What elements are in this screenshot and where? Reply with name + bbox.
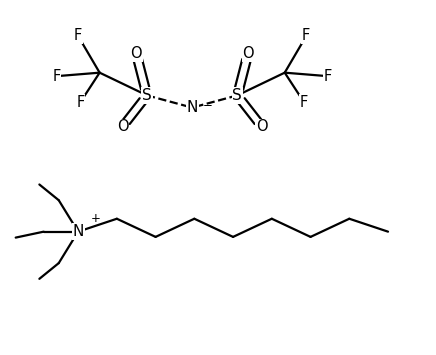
Text: O: O (242, 46, 254, 61)
Text: O: O (256, 119, 268, 134)
Text: F: F (300, 95, 308, 110)
Text: F: F (302, 28, 310, 43)
Text: S: S (142, 88, 152, 103)
Text: N: N (187, 100, 198, 115)
Text: O: O (116, 119, 128, 134)
Text: −: − (203, 99, 213, 113)
Text: F: F (52, 69, 61, 84)
Text: S: S (232, 88, 242, 103)
Text: F: F (324, 69, 332, 84)
Text: O: O (130, 46, 142, 61)
Text: +: + (91, 212, 101, 225)
Text: F: F (76, 95, 85, 110)
Text: F: F (74, 28, 82, 43)
Text: N: N (72, 224, 84, 239)
